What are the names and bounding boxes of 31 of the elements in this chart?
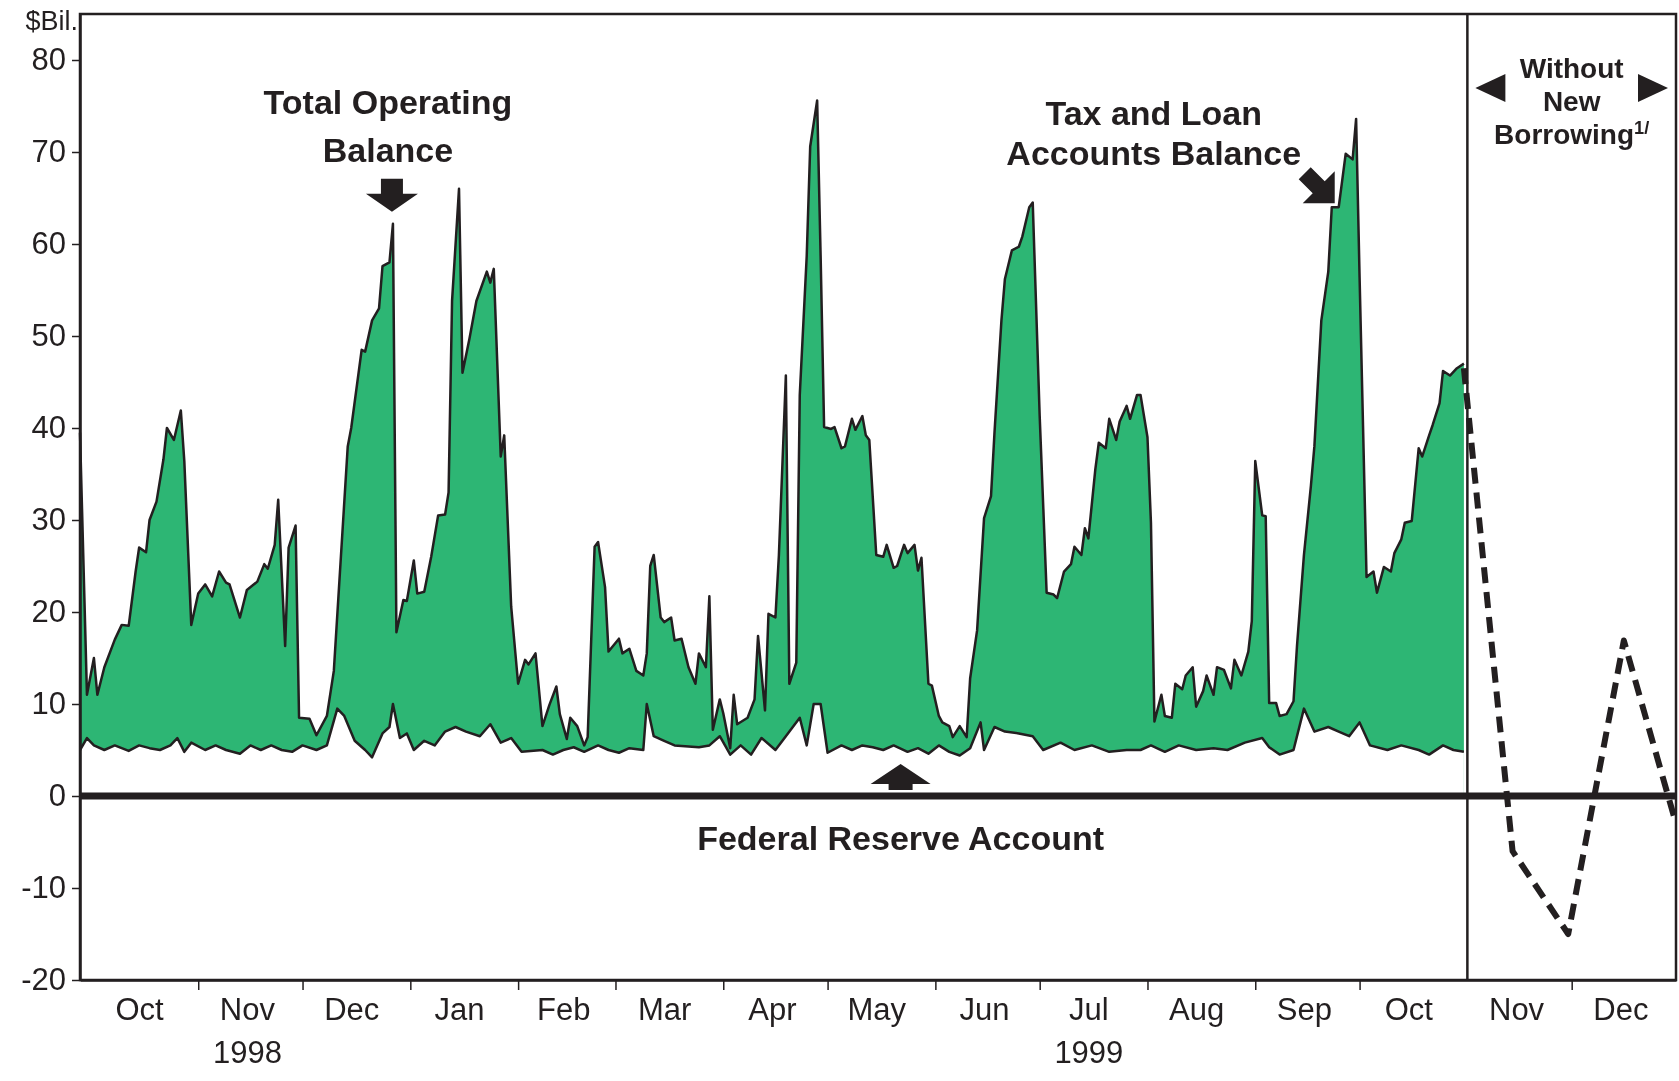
- y-tick-label: -20: [21, 962, 66, 998]
- y-tick-label: -10: [21, 870, 66, 906]
- x-tick-label: Jun: [959, 992, 1010, 1028]
- annotation: Federal Reserve Account: [697, 819, 1105, 857]
- x-tick-label: Aug: [1169, 992, 1225, 1028]
- y-tick-label: 70: [31, 134, 66, 170]
- x-tick-label: Jan: [434, 992, 485, 1028]
- x-tick-label: Nov: [1488, 992, 1545, 1028]
- y-tick-label: 0: [48, 778, 66, 814]
- x-tick-label: Oct: [115, 992, 165, 1028]
- y-tick-label: 20: [31, 594, 66, 630]
- x-tick-label: Feb: [537, 992, 591, 1028]
- y-tick-label: 80: [31, 42, 66, 78]
- x-tick-label: Nov 1998: [212, 992, 282, 1071]
- x-tick-label: Apr: [748, 992, 797, 1028]
- annotation: Without New Borrowing$^{1/}$: [1494, 53, 1650, 150]
- x-tick-label: Dec: [1593, 992, 1649, 1028]
- y-tick-label: 50: [31, 318, 66, 354]
- x-tick-label: Mar: [637, 992, 692, 1028]
- y-axis-title: $Bil.: [25, 6, 78, 36]
- x-tick-label: May: [847, 992, 907, 1028]
- x-tick-label: Dec: [324, 992, 380, 1028]
- x-tick-label: Oct: [1384, 992, 1434, 1028]
- x-tick-label: Sep: [1276, 992, 1333, 1028]
- x-tick-label: Jul 1999: [1054, 992, 1124, 1071]
- annotation: Tax and Loan Accounts Balance: [1006, 94, 1302, 173]
- annotation: Total Operating Balance: [263, 82, 513, 169]
- y-tick-label: 10: [31, 686, 66, 722]
- y-tick-label: 30: [31, 502, 66, 538]
- y-tick-label: 40: [31, 410, 66, 446]
- y-tick-label: 60: [31, 226, 66, 262]
